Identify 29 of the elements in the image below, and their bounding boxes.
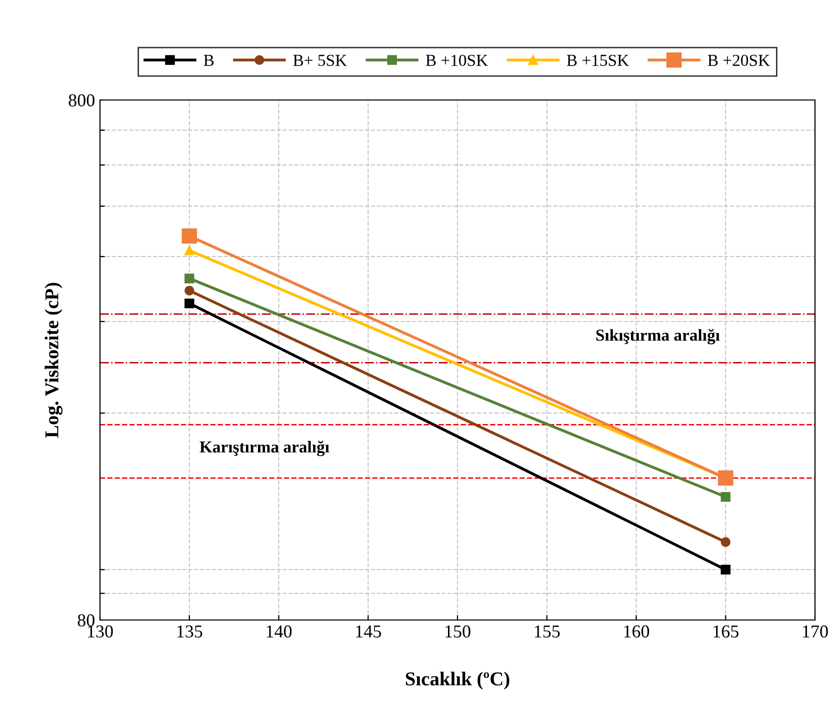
x-tick-label: 145 (356, 625, 381, 638)
y-tick-label: 800 (68, 94, 94, 106)
x-tick-label: 130 (88, 625, 113, 638)
x-tick-label: 135 (177, 625, 202, 638)
x-tick-label: 150 (446, 625, 470, 638)
legend-label: B +15SK (566, 54, 629, 66)
x-tick-label: 155 (534, 625, 560, 638)
point (718, 470, 734, 486)
point (720, 564, 730, 574)
annotation: Karıştırma aralığı (200, 440, 330, 456)
point (182, 228, 198, 244)
point (720, 492, 730, 502)
legend-label: B (204, 54, 214, 66)
legend-label: B +20SK (708, 54, 770, 66)
point (184, 298, 194, 308)
x-tick-label: 165 (714, 625, 738, 638)
point (184, 286, 194, 296)
point (184, 246, 194, 256)
legend-label: B+ 5SK (293, 54, 347, 66)
x-axis-title: Sıcaklık (ºC) (406, 672, 510, 690)
x-tick-label: 160 (624, 625, 650, 638)
y-tick-label: 80 (78, 614, 94, 626)
x-tick-label: 140 (266, 625, 292, 638)
point (184, 274, 194, 284)
y-axis-title: Log. Viskozite (cP) (44, 282, 62, 438)
x-tick-label: 170 (803, 625, 828, 638)
annotation: Sıkıştırma aralığı (596, 328, 720, 344)
legend-label: B +10SK (426, 54, 488, 66)
point (720, 537, 730, 547)
